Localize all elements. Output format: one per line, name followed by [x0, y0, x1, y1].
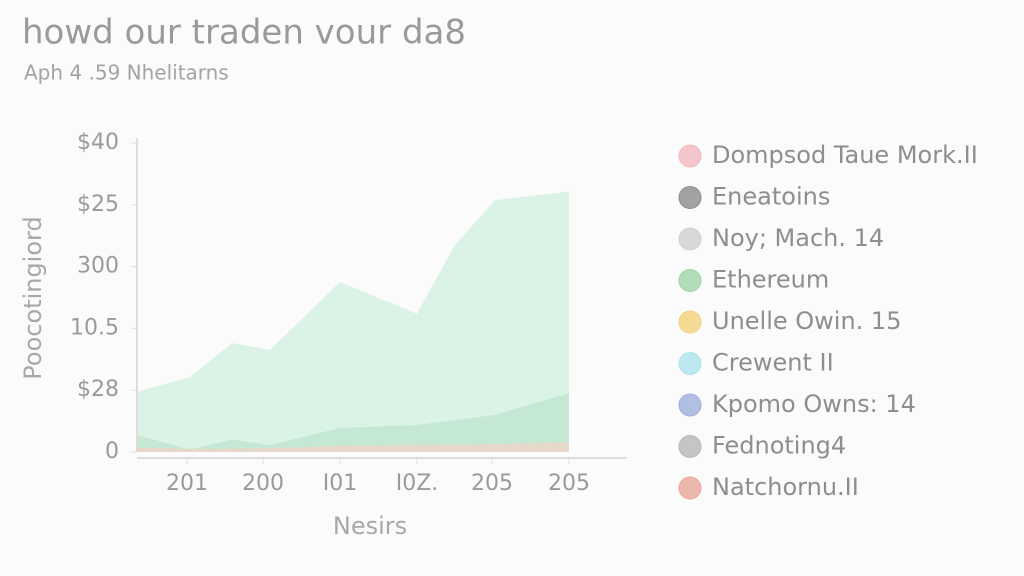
x-tick-label: 200 [242, 471, 284, 496]
area [137, 393, 569, 452]
legend-label: Noy; Mach. 14 [712, 224, 884, 252]
legend-marker [678, 352, 702, 375]
legend-label: Crewent II [712, 349, 834, 377]
x-axis-label: Nesirs [333, 512, 407, 540]
chart-subtitle: Aph 4 .59 Nhelitarns [24, 61, 229, 85]
x-tick-label: I0Z. [396, 471, 439, 496]
chart-title: howd our traden vour da8 [22, 13, 466, 53]
x-tick-label: 205 [548, 471, 590, 496]
legend-label: Natchornu.II [712, 473, 859, 501]
legend-marker [678, 476, 702, 500]
x-tick-label: 201 [166, 471, 208, 496]
legend-label: Fednoting4 [712, 432, 846, 460]
legend-marker [678, 227, 702, 251]
legend-marker [678, 393, 702, 417]
y-tick-label: 0 [105, 439, 119, 464]
legend-label: Dompsod Taue Mork.II [712, 141, 978, 169]
legend-label: Unelle Owin. 15 [712, 307, 901, 335]
legend-marker [678, 269, 702, 292]
y-tick-label: $40 [77, 130, 119, 155]
y-axis-label: Poocotingiord [19, 216, 47, 379]
legend-marker [678, 144, 702, 168]
x-tick-label: I01 [323, 471, 357, 496]
legend-marker [678, 310, 702, 334]
legend-label: Ethereum [712, 266, 829, 294]
area [137, 441, 569, 452]
legend-marker [678, 435, 702, 458]
y-tick-label: 10.5 [70, 315, 119, 340]
y-tick-label: $25 [77, 192, 119, 217]
area [137, 191, 569, 453]
legend-label: Eneatoins [712, 183, 830, 211]
legend-marker [678, 186, 702, 209]
y-tick-label: 300 [77, 254, 119, 279]
legend-label: Kpomo Owns: 14 [712, 390, 916, 418]
x-tick-label: 205 [471, 471, 513, 496]
y-tick-label: $28 [77, 377, 119, 402]
